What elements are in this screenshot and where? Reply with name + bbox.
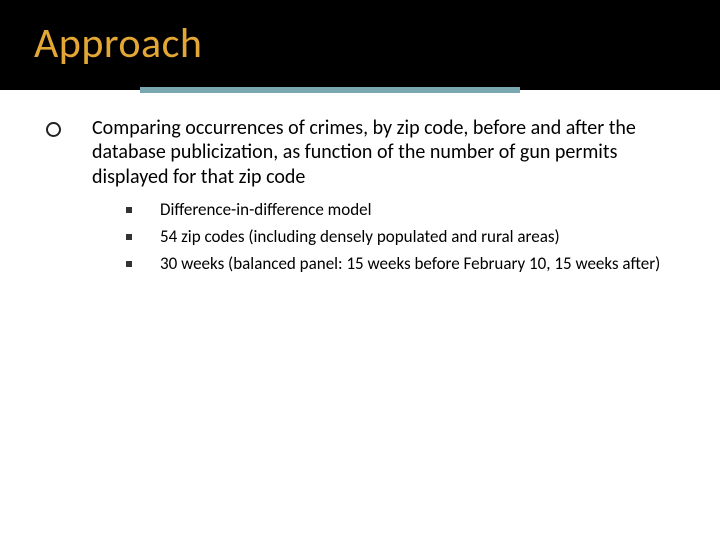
title-band: Approach [0, 0, 720, 90]
sub-bullet-item: 54 zip codes (including densely populate… [92, 226, 680, 249]
main-bullet-item: Comparing occurrences of crimes, by zip … [40, 116, 680, 276]
main-bullet-list: Comparing occurrences of crimes, by zip … [40, 116, 680, 276]
sub-bullet-list: Difference-in-difference model 54 zip co… [92, 199, 680, 276]
title-underline [140, 87, 520, 93]
sub-bullet-text: 30 weeks (balanced panel: 15 weeks befor… [160, 253, 660, 274]
sub-bullet-item: 30 weeks (balanced panel: 15 weeks befor… [92, 253, 680, 276]
slide-content: Comparing occurrences of crimes, by zip … [0, 90, 720, 276]
sub-bullet-item: Difference-in-difference model [92, 199, 680, 222]
slide-title: Approach [34, 18, 720, 69]
sub-bullet-text: 54 zip codes (including densely populate… [160, 226, 560, 247]
sub-bullet-text: Difference-in-difference model [160, 199, 372, 220]
main-bullet-text: Comparing occurrences of crimes, by zip … [92, 116, 636, 189]
